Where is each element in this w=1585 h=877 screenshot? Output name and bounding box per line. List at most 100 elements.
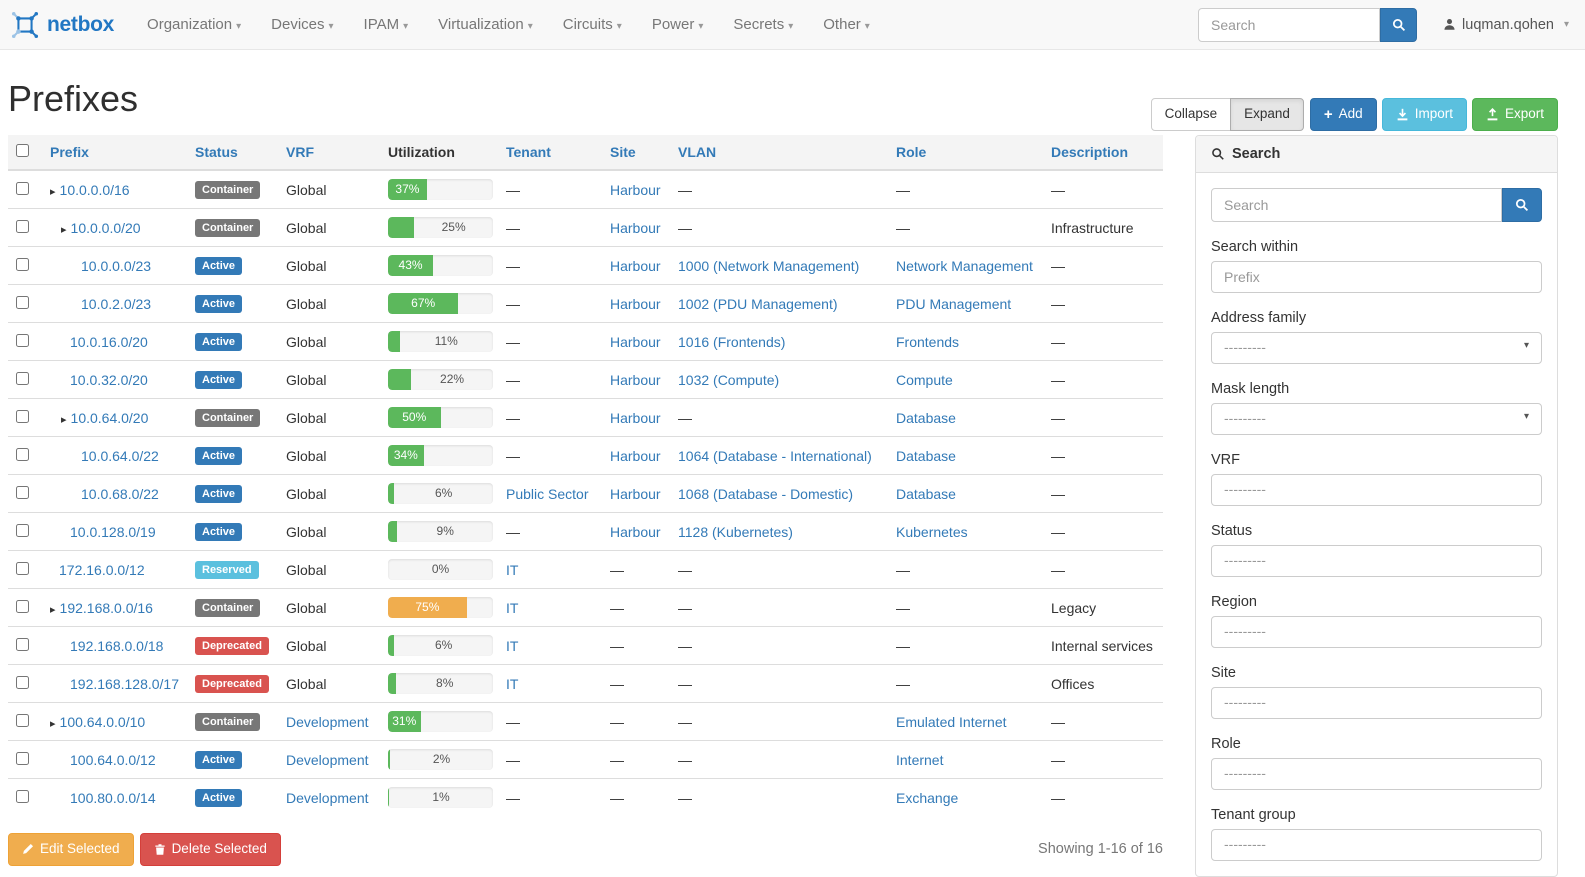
caret-right-icon[interactable]: ▸ xyxy=(50,603,56,616)
col-prefix[interactable]: Prefix xyxy=(42,135,187,171)
site-link[interactable]: Harbour xyxy=(610,181,661,198)
col-role[interactable]: Role xyxy=(888,135,1043,171)
tenant-link[interactable]: IT xyxy=(506,637,519,654)
row-checkbox[interactable] xyxy=(16,561,29,575)
prefix-link[interactable]: 10.0.2.0/23 xyxy=(81,295,152,312)
row-checkbox[interactable] xyxy=(16,751,29,765)
nav-item-organization[interactable]: Organization ▾ xyxy=(147,16,242,33)
filter-select-site[interactable]: --------- xyxy=(1211,687,1542,719)
nav-item-power[interactable]: Power ▾ xyxy=(651,16,704,33)
prefix-link[interactable]: 100.64.0.0/10 xyxy=(59,713,146,730)
site-link[interactable]: Harbour xyxy=(610,371,661,388)
nav-item-virtualization[interactable]: Virtualization ▾ xyxy=(438,16,533,33)
vlan-link[interactable]: 1032 (Compute) xyxy=(678,371,780,388)
vlan-link[interactable]: 1128 (Kubernetes) xyxy=(678,523,793,540)
row-checkbox[interactable] xyxy=(16,713,29,727)
role-link[interactable]: Frontends xyxy=(896,333,960,350)
prefix-link[interactable]: 10.0.0.0/20 xyxy=(70,219,141,236)
row-checkbox[interactable] xyxy=(16,257,29,271)
navbar-search-button[interactable] xyxy=(1380,7,1418,42)
prefix-link[interactable]: 172.16.0.0/12 xyxy=(59,561,145,578)
row-checkbox[interactable] xyxy=(16,447,29,461)
prefix-link[interactable]: 10.0.68.0/22 xyxy=(81,485,159,502)
caret-right-icon[interactable]: ▸ xyxy=(61,413,67,426)
caret-right-icon[interactable]: ▸ xyxy=(50,185,56,198)
role-link[interactable]: PDU Management xyxy=(896,295,1012,312)
row-checkbox[interactable] xyxy=(16,333,29,347)
vrf-link[interactable]: Development xyxy=(286,789,369,806)
prefix-link[interactable]: 10.0.128.0/19 xyxy=(70,523,156,540)
filter-search-button[interactable] xyxy=(1502,188,1542,222)
nav-item-circuits[interactable]: Circuits ▾ xyxy=(562,16,622,33)
role-link[interactable]: Exchange xyxy=(896,789,959,806)
col-tenant[interactable]: Tenant xyxy=(498,135,602,171)
role-link[interactable]: Database xyxy=(896,485,956,502)
tenant-link[interactable]: IT xyxy=(506,599,519,616)
tenant-link[interactable]: Public Sector xyxy=(506,485,589,502)
tenant-link[interactable]: IT xyxy=(506,561,519,578)
row-checkbox[interactable] xyxy=(16,371,29,385)
row-checkbox[interactable] xyxy=(16,181,29,195)
navbar-search-input[interactable] xyxy=(1198,7,1381,42)
row-checkbox[interactable] xyxy=(16,637,29,651)
row-checkbox[interactable] xyxy=(16,675,29,689)
role-link[interactable]: Emulated Internet xyxy=(896,713,1007,730)
edit-selected-button[interactable]: Edit Selected xyxy=(8,833,134,866)
site-link[interactable]: Harbour xyxy=(610,219,661,236)
row-checkbox[interactable] xyxy=(16,485,29,499)
site-link[interactable]: Harbour xyxy=(610,523,661,540)
caret-right-icon[interactable]: ▸ xyxy=(61,223,67,236)
site-link[interactable]: Harbour xyxy=(610,409,661,426)
vrf-link[interactable]: Development xyxy=(286,751,369,768)
prefix-link[interactable]: 10.0.32.0/20 xyxy=(70,371,148,388)
prefix-link[interactable]: 10.0.0.0/23 xyxy=(81,257,152,274)
prefix-link[interactable]: 10.0.16.0/20 xyxy=(70,333,148,350)
site-link[interactable]: Harbour xyxy=(610,485,661,502)
tenant-link[interactable]: IT xyxy=(506,675,519,692)
role-link[interactable]: Kubernetes xyxy=(896,523,968,540)
vlan-link[interactable]: 1002 (PDU Management) xyxy=(678,295,838,312)
filter-search-input[interactable] xyxy=(1211,188,1502,222)
vlan-link[interactable]: 1016 (Frontends) xyxy=(678,333,786,350)
role-link[interactable]: Compute xyxy=(896,371,953,388)
role-link[interactable]: Database xyxy=(896,409,956,426)
nav-item-devices[interactable]: Devices ▾ xyxy=(271,16,334,33)
netbox-brand[interactable]: netbox xyxy=(10,10,114,40)
vlan-link[interactable]: 1064 (Database - International) xyxy=(678,447,872,464)
filter-select-vrf[interactable]: --------- xyxy=(1211,474,1542,506)
site-link[interactable]: Harbour xyxy=(610,257,661,274)
import-button[interactable]: Import xyxy=(1381,98,1467,131)
prefix-link[interactable]: 192.168.0.0/18 xyxy=(70,637,164,654)
row-checkbox[interactable] xyxy=(16,789,29,803)
prefix-link[interactable]: 10.0.64.0/20 xyxy=(70,409,149,426)
select-all-checkbox[interactable] xyxy=(16,144,29,157)
role-link[interactable]: Network Management xyxy=(896,257,1033,274)
row-checkbox[interactable] xyxy=(16,295,29,309)
col-site[interactable]: Site xyxy=(602,135,670,171)
add-button[interactable]: + Add xyxy=(1309,98,1377,131)
delete-selected-button[interactable]: Delete Selected xyxy=(139,833,281,866)
col-vlan[interactable]: VLAN xyxy=(670,135,888,171)
prefix-link[interactable]: 10.0.0.0/16 xyxy=(59,181,130,198)
filter-input-search-within[interactable] xyxy=(1211,261,1542,293)
site-link[interactable]: Harbour xyxy=(610,295,661,312)
nav-item-other[interactable]: Other ▾ xyxy=(823,16,870,33)
expand-button[interactable]: Expand xyxy=(1230,98,1304,131)
filter-select-role[interactable]: --------- xyxy=(1211,758,1542,790)
caret-right-icon[interactable]: ▸ xyxy=(50,717,56,730)
prefix-link[interactable]: 192.168.0.0/16 xyxy=(59,599,153,616)
vlan-link[interactable]: 1000 (Network Management) xyxy=(678,257,860,274)
col-status[interactable]: Status xyxy=(187,135,278,171)
filter-select-address-family[interactable]: --------- ▾ xyxy=(1211,332,1542,364)
row-checkbox[interactable] xyxy=(16,219,29,233)
site-link[interactable]: Harbour xyxy=(610,447,661,464)
filter-select-status[interactable]: --------- xyxy=(1211,545,1542,577)
vrf-link[interactable]: Development xyxy=(286,713,369,730)
filter-select-region[interactable]: --------- xyxy=(1211,616,1542,648)
prefix-link[interactable]: 192.168.128.0/17 xyxy=(70,675,179,692)
role-link[interactable]: Internet xyxy=(896,751,944,768)
nav-item-secrets[interactable]: Secrets ▾ xyxy=(733,16,794,33)
col-vrf[interactable]: VRF xyxy=(278,135,380,171)
export-button[interactable]: Export xyxy=(1471,98,1558,131)
prefix-link[interactable]: 10.0.64.0/22 xyxy=(81,447,159,464)
